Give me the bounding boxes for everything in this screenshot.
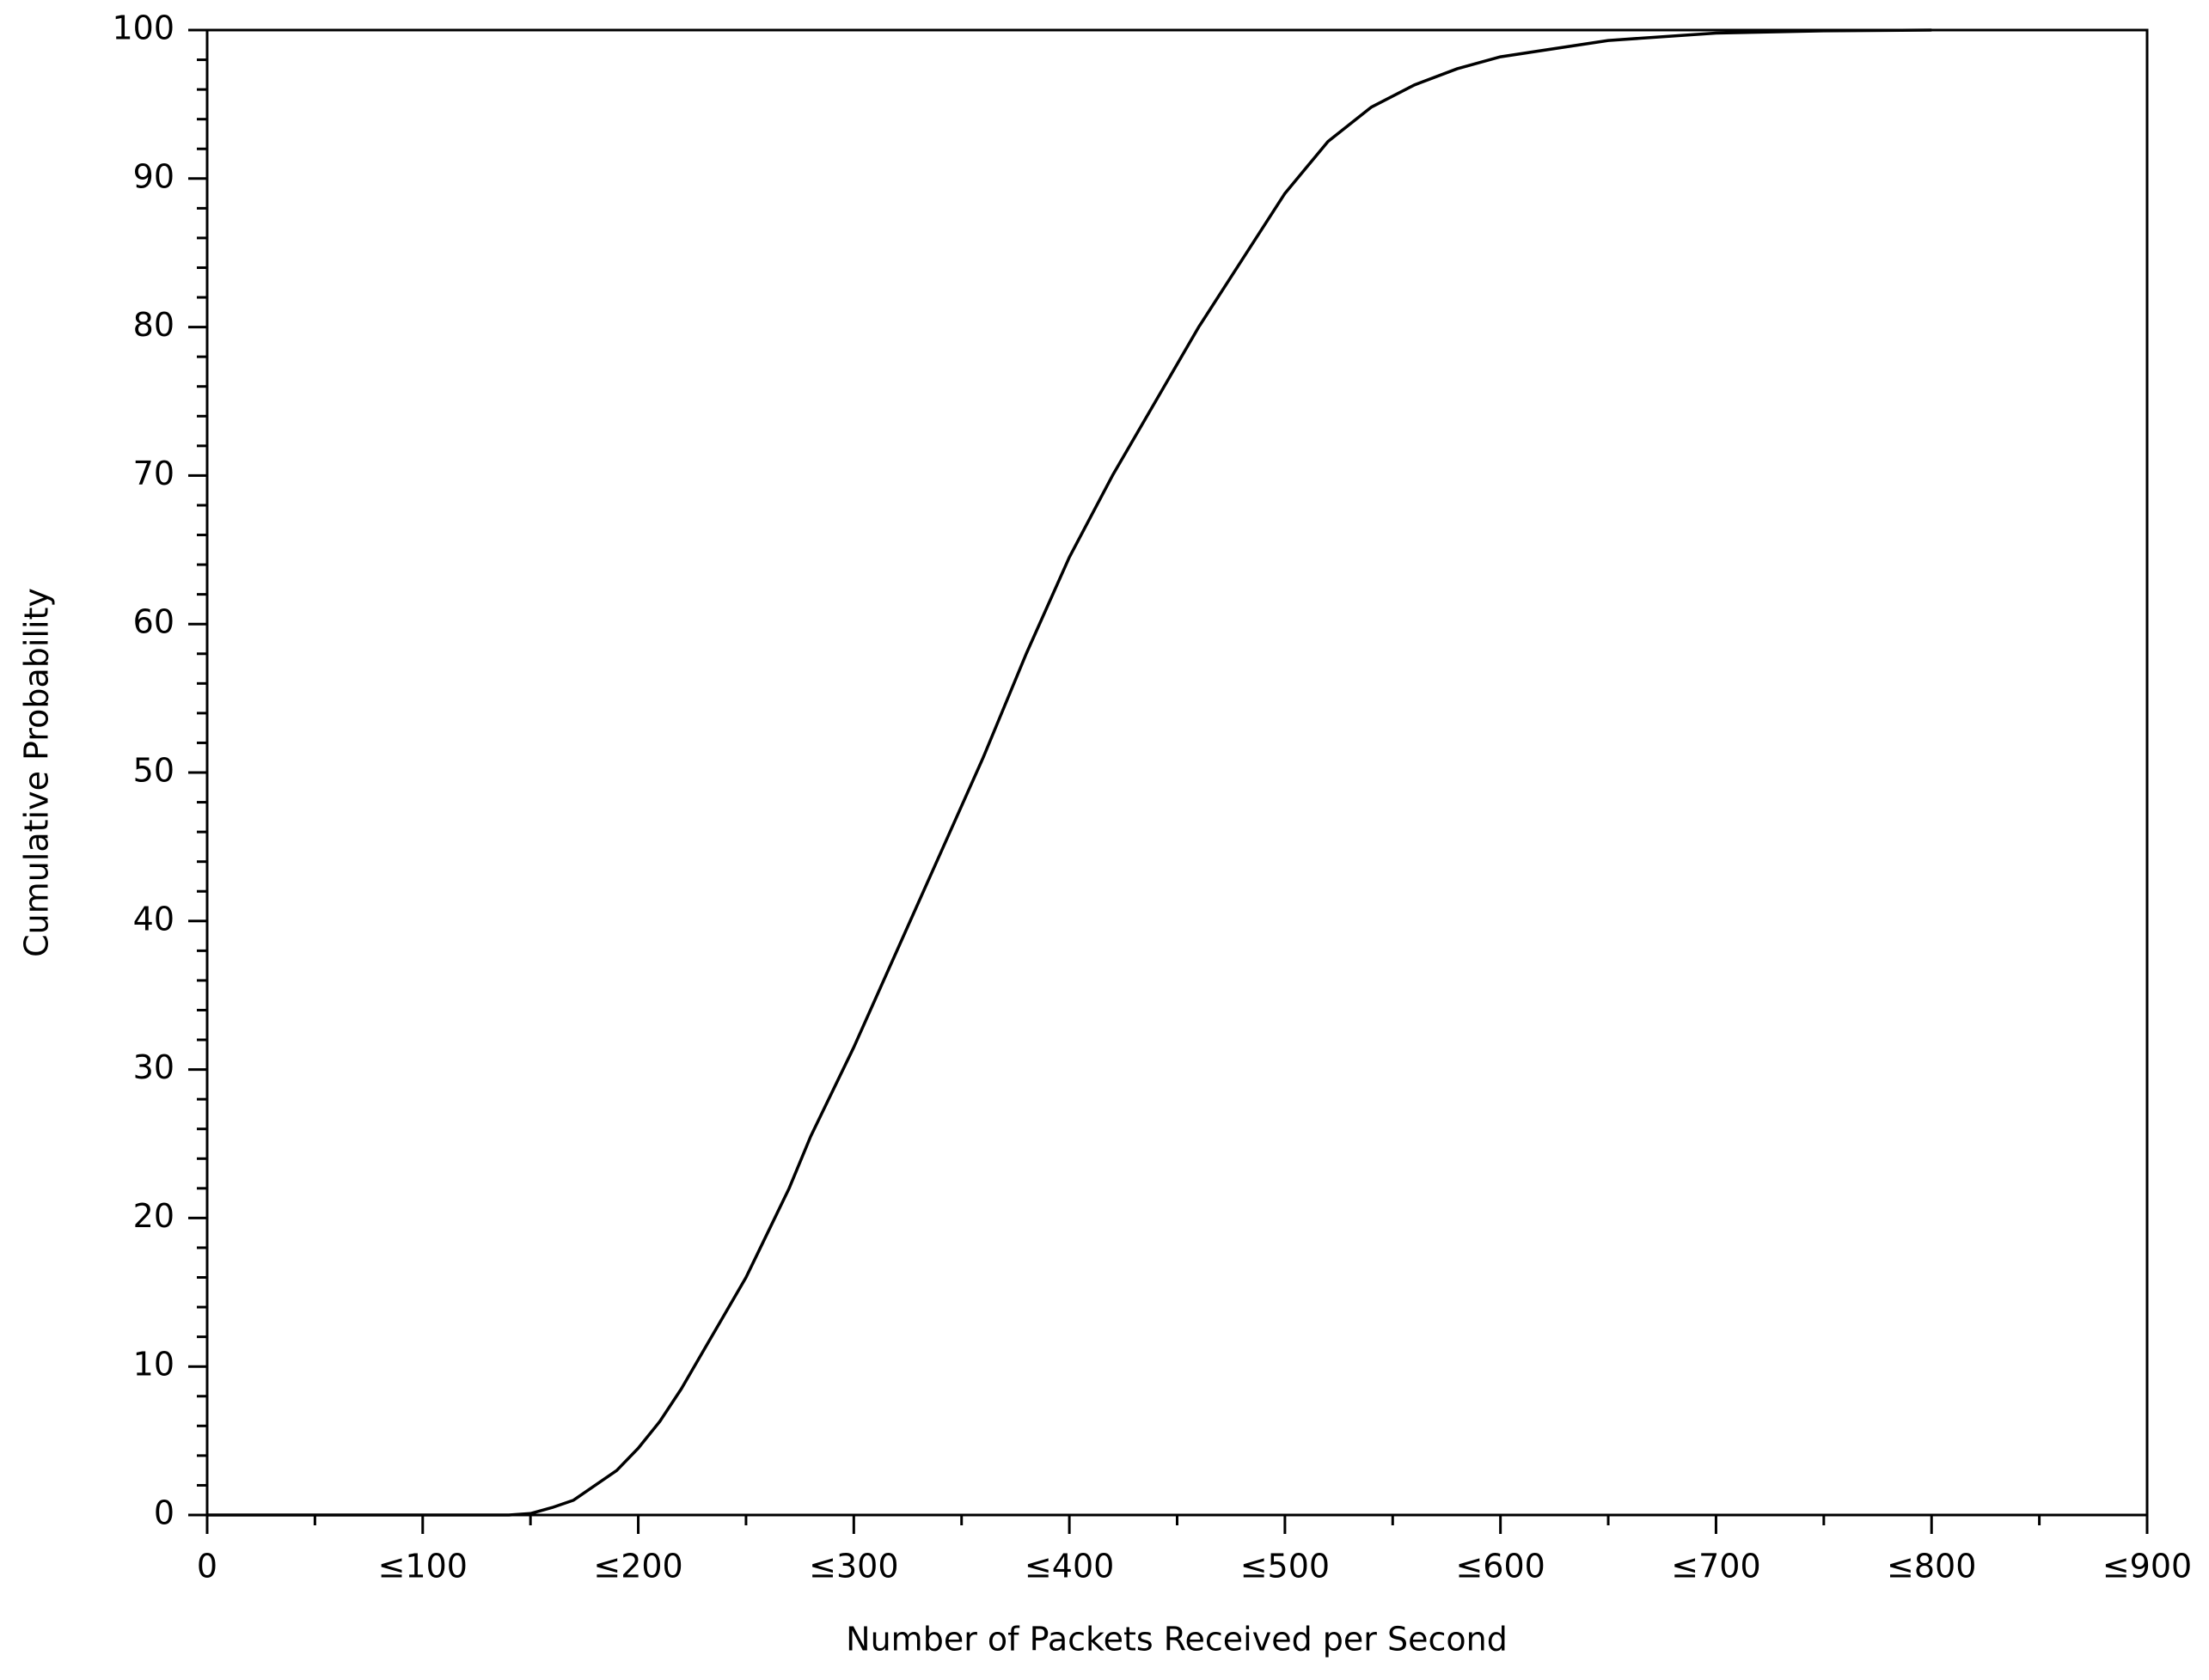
x-tick-label: ≤400 <box>1025 1548 1114 1585</box>
y-tick-label: 40 <box>133 900 174 938</box>
y-tick-label: 20 <box>133 1197 174 1235</box>
x-tick-label: ≤900 <box>2102 1548 2192 1585</box>
x-tick-label: ≤500 <box>1240 1548 1330 1585</box>
data-line <box>207 28 1932 1517</box>
y-tick-label: 100 <box>112 9 174 47</box>
y-tick-label: 80 <box>133 306 174 344</box>
y-tick-label: 70 <box>133 455 174 492</box>
x-tick-label: ≤300 <box>809 1548 898 1585</box>
y-tick-label: 90 <box>133 157 174 195</box>
x-axis-label: Number of Packets Received per Second <box>846 1621 1508 1659</box>
y-tick-label: 10 <box>133 1346 174 1384</box>
x-tick-label: 0 <box>197 1548 217 1585</box>
y-tick-label: 60 <box>133 603 174 641</box>
x-tick-label: ≤200 <box>593 1548 682 1585</box>
plot-frame <box>205 28 2149 1517</box>
x-tick-label: ≤600 <box>1455 1548 1545 1585</box>
y-tick-label: 50 <box>133 752 174 790</box>
x-tick-label: ≤800 <box>1887 1548 1976 1585</box>
y-axis-label: Cumulative Probability <box>18 588 56 957</box>
x-tick-label: ≤700 <box>1671 1548 1760 1585</box>
x-tick-label: ≤100 <box>378 1548 468 1585</box>
y-tick-label: 0 <box>154 1494 174 1532</box>
y-tick-label: 30 <box>133 1048 174 1086</box>
